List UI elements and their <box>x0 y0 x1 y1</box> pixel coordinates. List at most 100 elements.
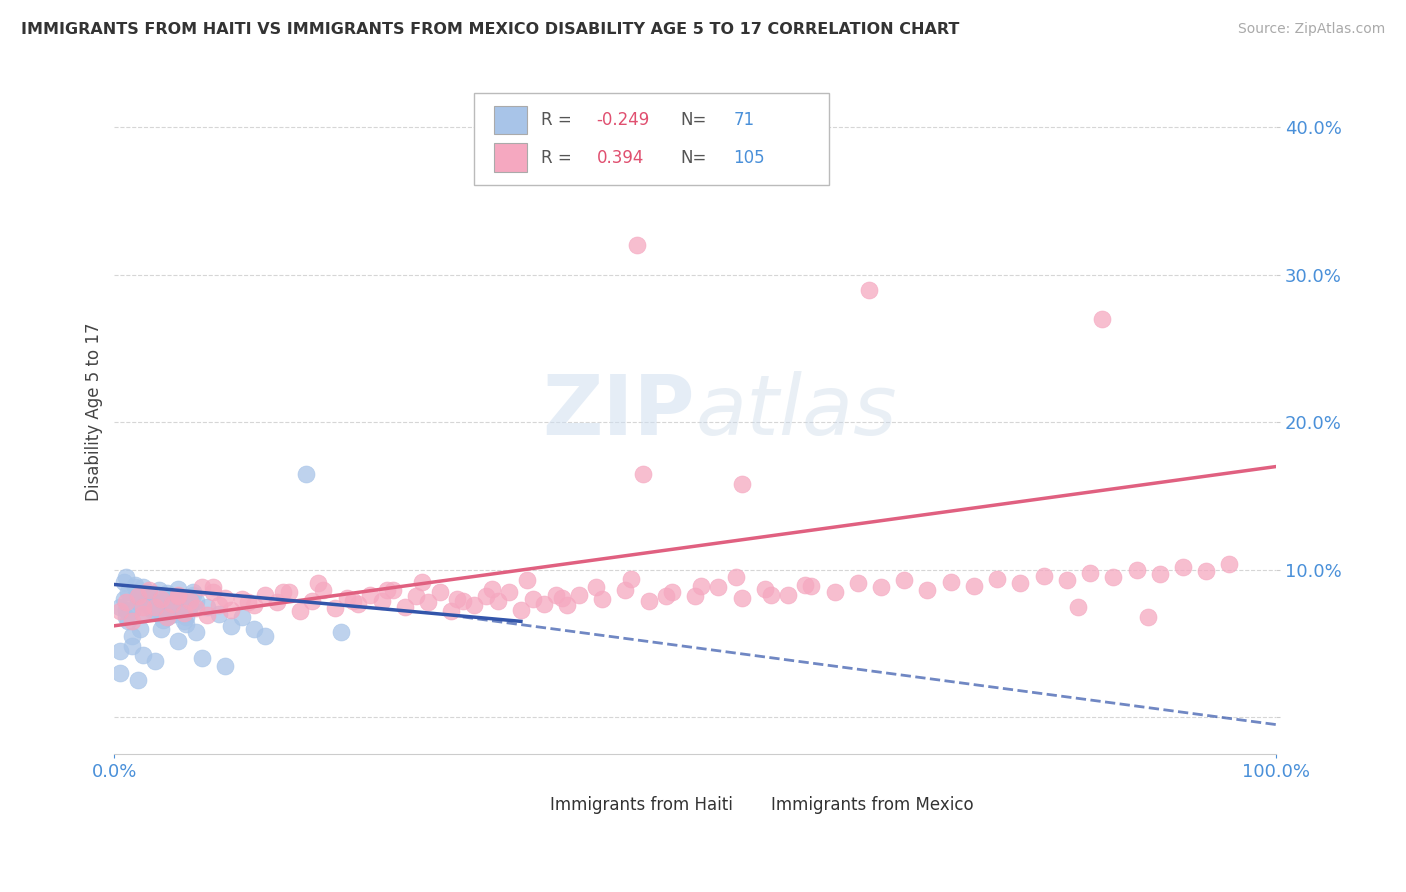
Point <box>202 581 225 595</box>
Point <box>121 604 143 618</box>
Text: N=: N= <box>681 111 706 129</box>
Point <box>112 574 135 589</box>
Point <box>347 597 370 611</box>
Point <box>141 593 163 607</box>
Point <box>179 599 201 614</box>
Point <box>208 607 231 621</box>
Point <box>631 467 654 481</box>
Point <box>377 583 399 598</box>
Point <box>162 597 184 611</box>
Point <box>620 572 643 586</box>
Point <box>858 283 880 297</box>
Point <box>254 588 277 602</box>
Point <box>124 577 146 591</box>
Point <box>1125 563 1147 577</box>
Text: Source: ZipAtlas.com: Source: ZipAtlas.com <box>1237 22 1385 37</box>
Point <box>162 606 184 620</box>
Point <box>143 604 166 618</box>
Point <box>411 574 433 589</box>
Point <box>156 610 179 624</box>
Point <box>1137 610 1160 624</box>
Point <box>110 599 132 614</box>
Point <box>167 582 190 596</box>
Point <box>516 573 538 587</box>
Point <box>917 583 939 598</box>
Point <box>277 585 299 599</box>
Point <box>243 598 266 612</box>
Point <box>382 583 405 598</box>
Text: 0.394: 0.394 <box>596 149 644 167</box>
Point <box>127 590 149 604</box>
Point <box>156 586 179 600</box>
Point <box>138 588 160 602</box>
Point <box>143 601 166 615</box>
Point <box>195 608 218 623</box>
Point <box>463 598 485 612</box>
Point <box>148 583 170 598</box>
Point <box>159 608 181 623</box>
Point <box>129 622 152 636</box>
Point <box>1102 570 1125 584</box>
Point <box>214 591 236 605</box>
Point <box>394 599 416 614</box>
Point <box>370 593 392 607</box>
Point <box>522 592 544 607</box>
Point <box>163 602 186 616</box>
Point <box>162 591 184 605</box>
Point <box>184 624 207 639</box>
Point <box>149 592 172 607</box>
Point <box>173 615 195 629</box>
Point <box>963 579 986 593</box>
Point <box>138 583 160 598</box>
Text: Immigrants from Mexico: Immigrants from Mexico <box>770 797 973 814</box>
Point <box>163 607 186 621</box>
Point <box>138 597 160 611</box>
Point <box>1218 557 1240 571</box>
Point <box>724 570 747 584</box>
Point <box>451 593 474 607</box>
Point <box>870 581 893 595</box>
Point <box>236 595 259 609</box>
Point <box>266 595 288 609</box>
Point <box>893 573 915 587</box>
Text: 71: 71 <box>734 111 755 129</box>
Point <box>800 579 823 593</box>
Bar <box>515 795 541 816</box>
Point <box>121 615 143 629</box>
Point <box>1195 564 1218 578</box>
Point <box>429 585 451 599</box>
Point <box>167 588 190 602</box>
Point <box>655 590 678 604</box>
Point <box>295 467 318 481</box>
Point <box>143 599 166 614</box>
Text: R =: R = <box>541 149 582 167</box>
Text: ZIP: ZIP <box>543 371 695 451</box>
Point <box>1078 566 1101 580</box>
Point <box>127 595 149 609</box>
Point <box>510 602 533 616</box>
Point <box>1091 312 1114 326</box>
Point <box>1056 573 1078 587</box>
Point <box>184 593 207 607</box>
Text: IMMIGRANTS FROM HAITI VS IMMIGRANTS FROM MEXICO DISABILITY AGE 5 TO 17 CORRELATI: IMMIGRANTS FROM HAITI VS IMMIGRANTS FROM… <box>21 22 959 37</box>
Point <box>312 583 335 598</box>
Point <box>498 585 520 599</box>
Point <box>626 238 648 252</box>
Point <box>115 570 138 584</box>
Point <box>170 597 193 611</box>
Point <box>323 601 346 615</box>
Point <box>440 604 463 618</box>
Point <box>730 591 752 605</box>
Text: Immigrants from Haiti: Immigrants from Haiti <box>550 797 733 814</box>
Text: R =: R = <box>541 111 576 129</box>
Point <box>115 595 138 609</box>
Point <box>208 598 231 612</box>
Bar <box>495 144 527 172</box>
Point <box>214 658 236 673</box>
Point <box>190 651 212 665</box>
Point <box>110 644 132 658</box>
Point <box>117 615 139 629</box>
Point <box>730 477 752 491</box>
Point <box>152 613 174 627</box>
Point <box>794 577 817 591</box>
